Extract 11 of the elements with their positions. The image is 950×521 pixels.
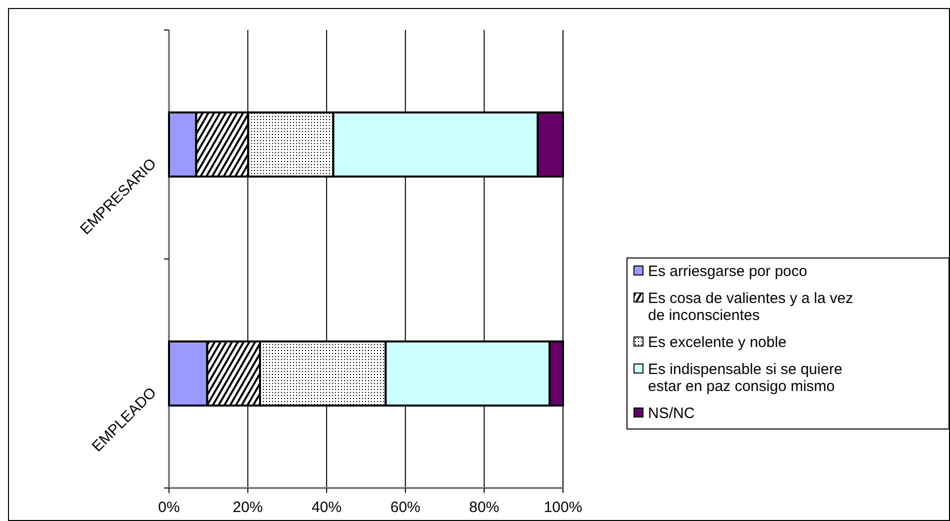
legend-label: Es arriesgarse por poco (648, 263, 808, 280)
legend-label: Es indispensable si se quiere estar en paz consigo mismo (648, 361, 842, 395)
legend-label: Es excelente y noble (648, 334, 786, 351)
legend-label: Es cosa de valientes y a la vez de inconscientes (648, 290, 854, 324)
x-tick-label: 20% (232, 499, 263, 516)
x-tick-label: 40% (312, 499, 342, 516)
x-tick-label: 80% (469, 499, 500, 516)
x-tick-label: 0% (158, 499, 180, 516)
x-tick-label: 100% (544, 499, 582, 516)
x-tick-label: 60% (390, 499, 420, 516)
legend-label: NS/NC (648, 405, 695, 422)
